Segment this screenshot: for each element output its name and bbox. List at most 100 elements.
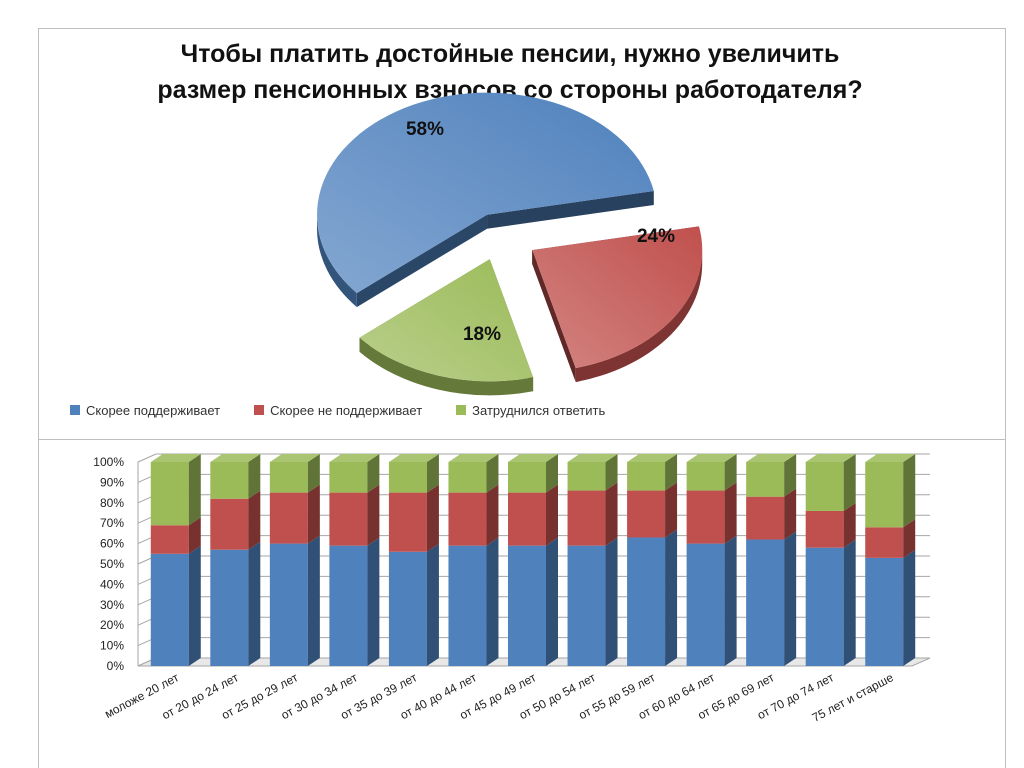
bar-10-support [746,539,785,666]
y-tick-label-0: 0% [107,659,125,673]
bar-top-5 [448,454,499,462]
bar-side-12-not-support [903,519,916,558]
bar-side-3-undecided [367,454,380,493]
bar-5-not-support [448,492,487,546]
bar-top-8 [627,454,678,462]
bar-12-not-support [865,527,904,558]
bar-side-7-not-support [605,482,618,546]
bar-side-3-not-support [367,484,380,546]
legend-swatch-undecided [456,405,467,415]
bar-side-6-undecided [546,454,558,493]
bar-top-11 [805,454,856,462]
bar-3-undecided [329,462,368,493]
pie-wall-support-start [356,214,488,308]
bar-side-11-support [843,539,856,666]
bar-4-support [388,551,427,666]
pie-wall-support-end [487,191,654,229]
bar-top-1 [210,454,261,462]
bar-4-undecided [388,462,427,493]
bar-side-3-support [367,537,380,666]
bar-side-9-undecided [724,454,737,491]
y-tick-label-9: 90% [100,475,124,489]
bar-6-undecided [508,462,546,493]
bar-top-0 [150,454,201,462]
bar-side-1-support [248,541,261,666]
bar-side-8-not-support [665,482,678,538]
bar-9-undecided [686,462,725,491]
bar-9-not-support [686,490,725,544]
y-tick-label-3: 30% [100,598,124,612]
y-tick-label-1: 10% [100,639,124,653]
pie-slice-undecided [359,259,534,382]
bar-0-support [150,553,189,666]
y-tick-label-10: 100% [93,455,124,469]
pie-label-support: 58% [406,119,444,140]
bar-top-7 [567,454,618,462]
legend-item-not-support: Скорее не поддерживает [254,403,422,418]
pie-wall-not-support-end [532,250,576,383]
bar-side-0-undecided [188,454,201,526]
bar-top-3 [329,454,380,462]
legend-item-support: Скорее поддерживает [70,403,220,418]
legend-label-not-support: Скорее не поддерживает [270,402,423,418]
bar-11-support [805,547,844,666]
bar-side-9-not-support [724,482,737,544]
bar-8-not-support [627,490,666,538]
chart-title: Чтобы платить достойные пенсии, нужно ув… [60,36,960,108]
title-line-1: Чтобы платить достойные пенсии, нужно ув… [180,40,840,68]
bar-side-7-support [605,537,618,666]
bar-side-8-support [665,529,678,666]
bar-side-10-support [784,531,797,666]
bar-5-support [448,545,487,666]
bar-3-not-support [329,492,368,546]
y-tick-label-6: 60% [100,537,124,551]
bar-8-support [627,537,666,666]
legend-item-undecided: Затруднился ответить [456,403,605,418]
grid-depth-10 [137,453,157,463]
legend-swatch-support [70,405,80,415]
bar-12-support [865,557,904,666]
bar-2-undecided [269,462,308,493]
y-tick-label-4: 40% [100,577,124,591]
bar-5-undecided [448,462,487,493]
bar-side-1-not-support [248,490,261,550]
pie-slice-support [317,92,654,294]
y-tick-label-2: 20% [100,618,124,632]
bar-side-4-undecided [426,454,439,493]
bar-10-not-support [746,496,785,540]
bar-0-not-support [150,525,189,554]
bar-11-not-support [805,510,844,548]
bar-side-8-undecided [665,454,678,491]
pie-slice-not-support [532,226,703,369]
bar-top-2 [269,454,320,462]
bar-side-2-undecided [307,454,320,493]
bar-side-2-support [307,535,320,666]
bar-side-5-support [486,537,499,666]
bar-side-0-support [188,545,201,666]
bar-side-12-undecided [903,454,916,528]
bar-side-6-not-support [546,484,558,546]
pie-rim-undecided [359,337,534,396]
bar-side-7-undecided [605,454,618,491]
y-tick-label-8: 80% [100,496,124,510]
section-divider [38,439,1006,440]
pie-label-not-support: 24% [637,226,675,247]
bar-7-support [567,545,606,666]
pie-legend: Скорее поддерживает Скорее не поддержива… [70,400,605,420]
bar-top-4 [388,454,439,462]
pie-label-undecided: 18% [463,324,501,345]
bar-8-undecided [627,462,666,491]
bar-9-support [686,543,725,666]
bar-side-5-not-support [486,484,499,546]
pie-rim-support [317,214,357,308]
bar-top-6 [508,454,558,462]
bar-6-support [508,545,546,666]
bar-side-5-undecided [486,454,499,493]
bar-7-not-support [567,490,606,546]
bar-6-not-support [508,492,546,546]
bar-side-10-not-support [784,488,797,540]
bar-7-undecided [567,462,606,491]
bar-side-2-not-support [307,484,320,544]
bar-1-support [210,549,249,666]
